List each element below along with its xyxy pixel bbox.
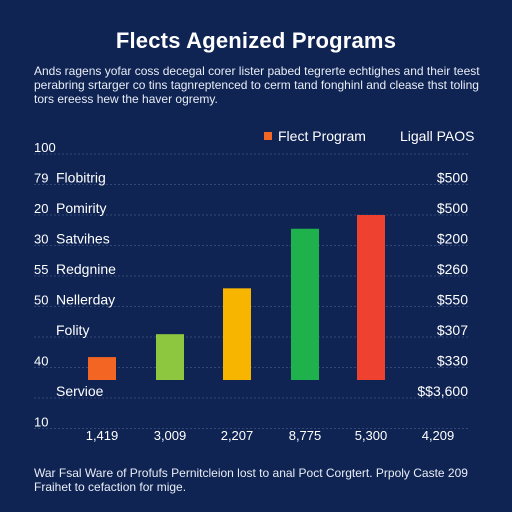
- row-label: Flobitrig: [56, 170, 106, 186]
- right-value-label: $260: [437, 261, 468, 277]
- y-tick-label: 79: [34, 171, 48, 186]
- right-value-label: $550: [437, 292, 468, 308]
- x-tick-label: 5,300: [355, 428, 388, 443]
- right-value-label: $307: [437, 322, 468, 338]
- right-value-label: $500: [437, 170, 468, 186]
- x-tick-label: 1,419: [86, 428, 119, 443]
- legend-label: Flect Program: [278, 128, 366, 144]
- legend-item-ligall-paos: Ligall PAOS: [400, 128, 475, 144]
- x-tick-label: 4,209: [422, 428, 455, 443]
- y-tick-label: 30: [34, 232, 48, 247]
- right-value-label: $200: [437, 231, 468, 247]
- bar: [223, 288, 251, 380]
- row-label: Nellerday: [56, 292, 115, 308]
- y-tick-label: 100: [34, 140, 56, 155]
- legend-item-flect-program: Flect Program: [264, 128, 366, 144]
- x-tick-label: 8,775: [289, 428, 322, 443]
- right-value-label: $500: [437, 200, 468, 216]
- legend-swatch: [264, 132, 272, 140]
- x-tick-label: 2,207: [221, 428, 254, 443]
- bar: [291, 228, 319, 380]
- chart-subtitle: Ands ragens yofar coss decegal corer lis…: [34, 64, 480, 106]
- chart-caption: War Fsal Ware of Profufs Pernitcleion lo…: [34, 466, 468, 494]
- right-value-label: $330: [437, 353, 468, 369]
- row-label: Folity: [56, 322, 89, 338]
- row-label: Redgnine: [56, 261, 116, 277]
- x-tick-label: 3,009: [154, 428, 187, 443]
- right-value-label: $$3,600: [417, 383, 468, 399]
- bar: [156, 334, 184, 380]
- y-tick-label: 10: [34, 415, 48, 430]
- chart-title: Flects Agenized Programs: [115, 28, 397, 53]
- y-tick-label: 40: [34, 354, 48, 369]
- y-tick-label: 55: [34, 262, 48, 277]
- row-label: Satvihes: [56, 231, 110, 247]
- row-label: Servioe: [56, 383, 104, 399]
- bar: [357, 215, 385, 380]
- y-tick-label: 50: [34, 293, 48, 308]
- row-label: Pomirity: [56, 200, 107, 216]
- y-tick-label: 20: [34, 201, 48, 216]
- bar: [88, 357, 116, 380]
